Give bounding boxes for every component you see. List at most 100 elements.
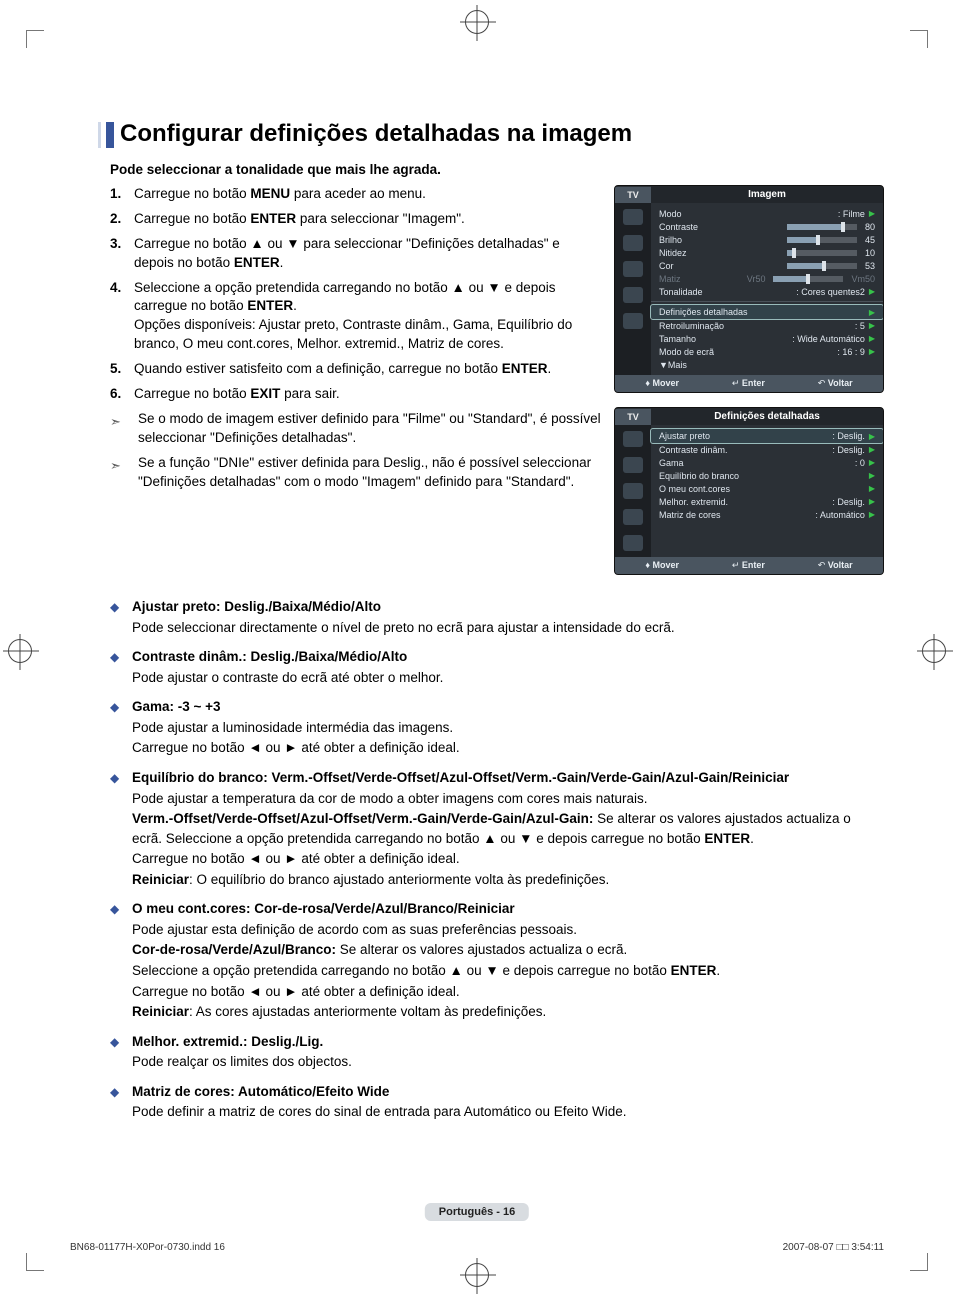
osd-row-value: : 0▶ xyxy=(855,458,875,468)
osd-icon xyxy=(623,535,643,551)
osd-row-value: ▶ xyxy=(869,471,875,480)
osd-row-value: : Wide Automático▶ xyxy=(792,334,875,344)
chevron-right-icon: ▶ xyxy=(869,445,875,454)
step-item: 5.Quando estiver satisfeito com a defini… xyxy=(110,360,602,379)
osd-tv-label: TV xyxy=(615,187,651,203)
osd-row: Retroiluminação: 5▶ xyxy=(659,319,875,332)
osd-row: Ajustar preto: Deslig.▶ xyxy=(651,429,883,443)
osd-row-label: Nitidez xyxy=(659,248,687,258)
osd-row-value: : Deslig.▶ xyxy=(832,497,875,507)
osd-row-label: Contraste dinâm. xyxy=(659,445,728,455)
osd-icon xyxy=(623,287,643,303)
bullet-item: ◆Ajustar preto: Deslig./Baixa/Médio/Alto… xyxy=(110,597,884,637)
osd-row-value: : Filme▶ xyxy=(838,209,875,219)
osd-row-value: 53 xyxy=(783,261,875,271)
osd-row: Cor 53 xyxy=(659,259,875,272)
osd-row-label: Melhor. extremid. xyxy=(659,497,728,507)
title-accent-bar xyxy=(106,122,114,148)
osd-row-label: Modo xyxy=(659,209,682,219)
bullet-list: ◆Ajustar preto: Deslig./Baixa/Médio/Alto… xyxy=(110,597,884,1122)
crop-mark xyxy=(910,1253,928,1271)
osd-row: O meu cont.cores▶ xyxy=(659,482,875,495)
osd-row-value: 45 xyxy=(783,235,875,245)
osd-icon xyxy=(623,209,643,225)
osd-footer-move: ♦ Mover xyxy=(645,378,679,389)
osd-row-label: Cor xyxy=(659,261,674,271)
osd-icon xyxy=(623,457,643,473)
osd-icon xyxy=(623,261,643,277)
page-subtitle: Pode seleccionar a tonalidade que mais l… xyxy=(110,162,884,177)
chevron-right-icon: ▶ xyxy=(869,287,875,296)
step-item: 1.Carregue no botão MENU para aceder ao … xyxy=(110,185,602,204)
osd-row-label: Ajustar preto xyxy=(659,431,710,441)
osd-icon xyxy=(623,431,643,447)
osd-definicoes-panel: TV Definições detalhadas Ajustar preto: … xyxy=(614,407,884,575)
osd-row-value: : Cores quentes2▶ xyxy=(796,287,875,297)
osd-row-value: : Deslig.▶ xyxy=(832,445,875,455)
footer-file: BN68-01177H-X0Por-0730.indd 16 xyxy=(70,1242,225,1253)
chevron-right-icon: ▶ xyxy=(869,334,875,343)
osd-footer-back: ↶ Voltar xyxy=(818,378,853,389)
bullet-item: ◆Matriz de cores: Automático/Efeito Wide… xyxy=(110,1082,884,1122)
osd-row-label: Gama xyxy=(659,458,684,468)
chevron-right-icon: ▶ xyxy=(869,471,875,480)
osd-row-value: : 16 : 9▶ xyxy=(837,347,875,357)
osd-row-label: O meu cont.cores xyxy=(659,484,730,494)
osd-title: Definições detalhadas xyxy=(651,408,883,425)
osd-row-label: Retroiluminação xyxy=(659,321,724,331)
osd-icon xyxy=(623,313,643,329)
osd-row: Matriz de cores: Automático▶ xyxy=(659,508,875,521)
registration-mark xyxy=(465,1263,489,1287)
osd-row-value: : Automático▶ xyxy=(815,510,875,520)
osd-iconbar xyxy=(615,425,651,557)
osd-row-value: 10 xyxy=(783,248,875,258)
osd-row: ▼Mais xyxy=(659,358,875,371)
bullet-item: ◆Gama: -3 ~ +3Pode ajustar a luminosidad… xyxy=(110,697,884,758)
chevron-right-icon: ▶ xyxy=(869,347,875,356)
osd-tv-label: TV xyxy=(615,409,651,425)
osd-row: Matiz Vr50Vm50 xyxy=(659,272,875,285)
page-title: Configurar definições detalhadas na imag… xyxy=(120,120,884,148)
bullet-item: ◆Contraste dinâm.: Deslig./Baixa/Médio/A… xyxy=(110,647,884,687)
chevron-right-icon: ▶ xyxy=(869,321,875,330)
osd-row: Modo : Filme▶ xyxy=(659,207,875,220)
osd-row-label: ▼Mais xyxy=(659,360,687,370)
osd-row-label: Equilíbrio do branco xyxy=(659,471,739,481)
osd-row-label: Brilho xyxy=(659,235,682,245)
chevron-right-icon: ▶ xyxy=(869,497,875,506)
osd-row-value: 80 xyxy=(783,222,875,232)
bullet-item: ◆Equilíbrio do branco: Verm.-Offset/Verd… xyxy=(110,768,884,889)
osd-row-value: Vr50Vm50 xyxy=(747,274,875,284)
osd-row: Tonalidade: Cores quentes2▶ xyxy=(659,285,875,298)
step-item: 4.Seleccione a opção pretendida carregan… xyxy=(110,279,602,355)
note-item: ➣Se a função "DNIe" estiver definida par… xyxy=(110,454,602,492)
osd-footer-enter: ↵ Enter xyxy=(732,560,765,571)
osd-footer-move: ♦ Mover xyxy=(645,560,679,571)
osd-row: Modo de ecrã: 16 : 9▶ xyxy=(659,345,875,358)
osd-icon xyxy=(623,483,643,499)
osd-footer-back: ↶ Voltar xyxy=(818,560,853,571)
chevron-right-icon: ▶ xyxy=(869,458,875,467)
step-item: 2.Carregue no botão ENTER para seleccion… xyxy=(110,210,602,229)
osd-iconbar xyxy=(615,203,651,375)
osd-row: Equilíbrio do branco ▶ xyxy=(659,469,875,482)
osd-row: Gama : 0▶ xyxy=(659,456,875,469)
chevron-right-icon: ▶ xyxy=(869,209,875,218)
osd-row-label: Matiz xyxy=(659,274,681,284)
osd-footer: ♦ Mover ↵ Enter ↶ Voltar xyxy=(615,557,883,574)
osd-row-label: Definições detalhadas xyxy=(659,307,748,317)
osd-footer: ♦ Mover ↵ Enter ↶ Voltar xyxy=(615,375,883,392)
osd-imagem-panel: TV Imagem Modo: Filme▶Contraste80Brilho4… xyxy=(614,185,884,393)
steps-list: 1.Carregue no botão MENU para aceder ao … xyxy=(110,185,602,404)
osd-row: Definições detalhadas▶ xyxy=(651,305,883,319)
chevron-right-icon: ▶ xyxy=(869,510,875,519)
osd-row: Melhor. extremid. : Deslig.▶ xyxy=(659,495,875,508)
footer-timestamp: 2007-08-07 □□ 3:54:11 xyxy=(783,1242,884,1253)
bullet-item: ◆Melhor. extremid.: Deslig./Lig.Pode rea… xyxy=(110,1032,884,1072)
note-item: ➣Se o modo de imagem estiver definido pa… xyxy=(110,410,602,448)
osd-footer-enter: ↵ Enter xyxy=(732,378,765,389)
osd-icon xyxy=(623,235,643,251)
bullet-item: ◆O meu cont.cores: Cor-de-rosa/Verde/Azu… xyxy=(110,899,884,1021)
step-item: 6.Carregue no botão EXIT para sair. xyxy=(110,385,602,404)
chevron-right-icon: ▶ xyxy=(869,432,875,441)
